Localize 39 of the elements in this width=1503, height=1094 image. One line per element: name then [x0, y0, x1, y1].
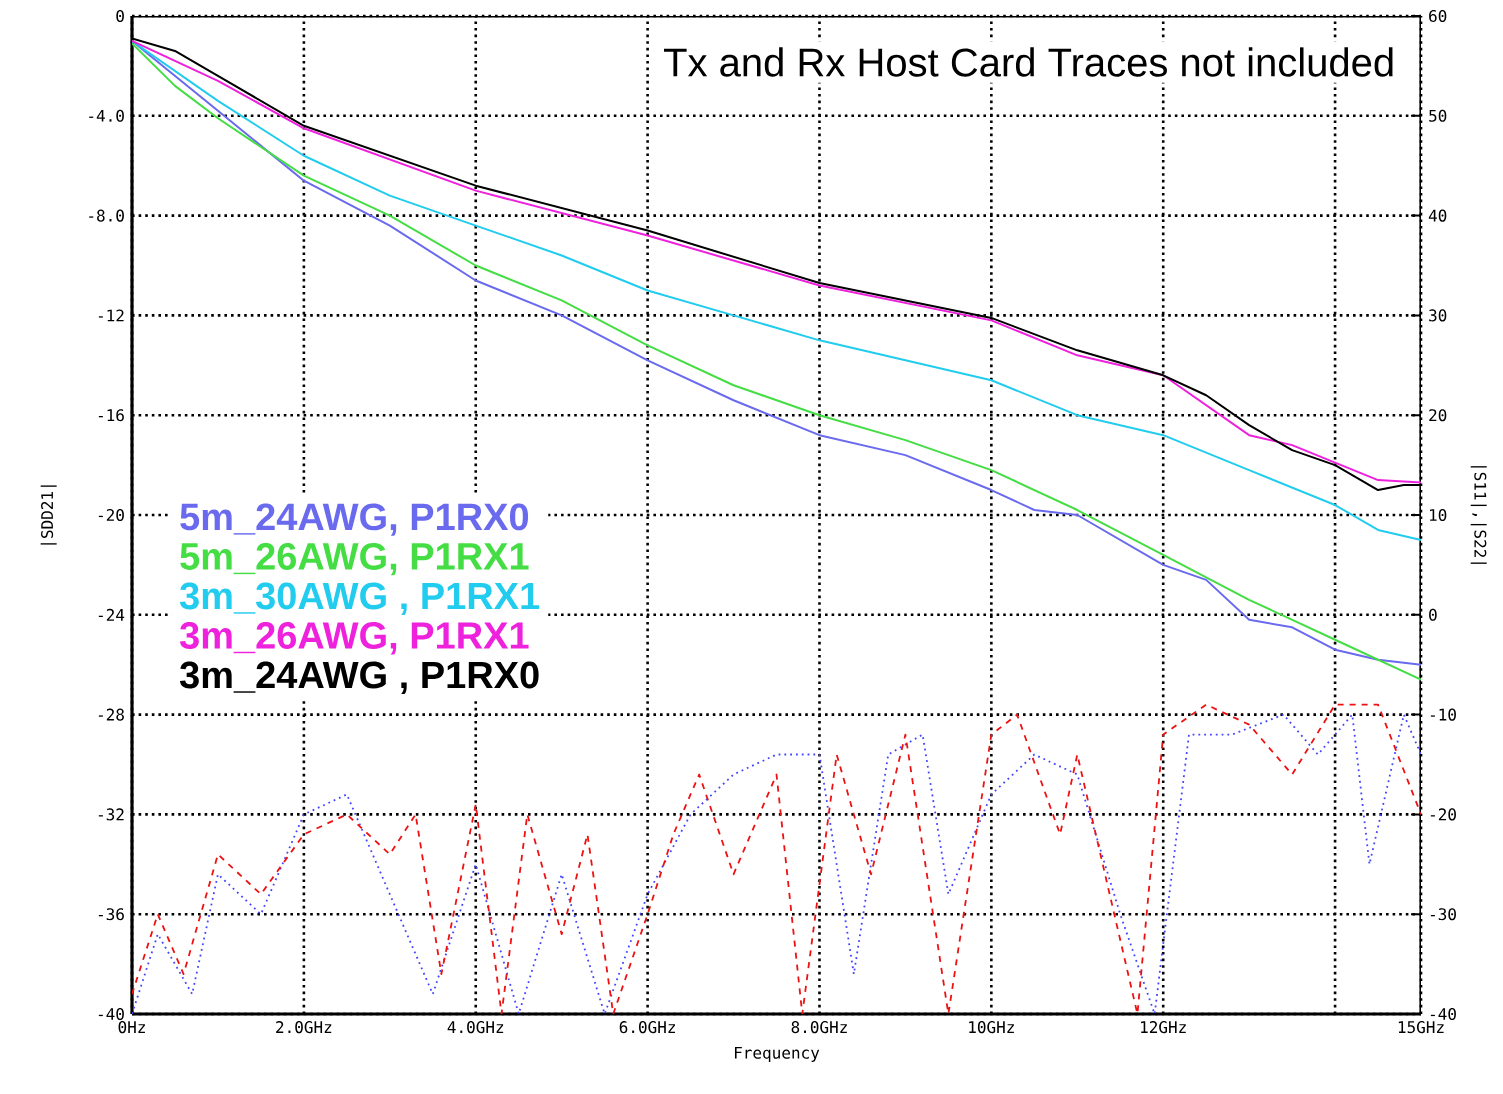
y2-tick-label: 30: [1429, 309, 1447, 322]
y-tick-label: -12: [98, 309, 124, 322]
text: 3m_26AWG, P1RX1: [179, 622, 529, 655]
y2-axis-title: |S11|,|S22|: [1470, 466, 1487, 564]
y2-tick-label: -10: [1430, 708, 1456, 721]
text: 5m_26AWG, P1RX1: [180, 542, 529, 576]
x-tick-label: 6.0GHz: [619, 1021, 675, 1034]
y-tick-label: -36: [98, 908, 124, 921]
annotation: Tx and Rx Host Card Traces not included: [664, 47, 1393, 77]
y2-tick-label: -20: [1430, 808, 1456, 821]
x-tick-label: 15GHz: [1398, 1021, 1444, 1034]
x-tick-label: 12GHz: [1141, 1021, 1186, 1034]
text: 3m_24AWG , P1RX0: [179, 661, 539, 694]
y2-tick-label: 20: [1429, 409, 1447, 422]
x-tick-label: 8.0GHz: [791, 1021, 847, 1034]
text: 3m_30AWG , P1RX1: [179, 582, 540, 615]
y2-tick-label: 50: [1429, 109, 1447, 122]
y-tick-label: -28: [98, 708, 124, 721]
y2-tick-label: -40: [1430, 1007, 1456, 1021]
y2-tick-label: 0: [1429, 608, 1437, 621]
x-tick-label: 4.0GHz: [447, 1021, 504, 1034]
text: 5m_24AWG, P1RX0: [180, 503, 529, 536]
x-tick-label: 10GHz: [969, 1021, 1014, 1034]
y2-tick-label: 60: [1429, 9, 1447, 23]
y-tick-label: -8.0: [89, 209, 124, 222]
y2-tick-label: -30: [1430, 908, 1456, 921]
y-tick-label: -16: [98, 409, 124, 422]
y-axis-title: |SDD21|: [40, 485, 57, 545]
x-tick-label: 2.0GHz: [276, 1021, 332, 1034]
y-tick-label: 0: [116, 9, 124, 23]
y-tick-label: -20: [98, 508, 124, 522]
y-tick-label: -24: [98, 608, 125, 621]
y-tick-label: -4.0: [89, 109, 124, 122]
y-tick-label: -32: [98, 808, 124, 821]
x-tick-label: 0Hz: [118, 1021, 145, 1034]
y2-tick-label: 40: [1428, 209, 1447, 222]
x-axis-title: Frequency: [734, 1046, 820, 1062]
y2-tick-label: 10: [1429, 508, 1447, 522]
y-tick-label: -40: [98, 1007, 124, 1021]
